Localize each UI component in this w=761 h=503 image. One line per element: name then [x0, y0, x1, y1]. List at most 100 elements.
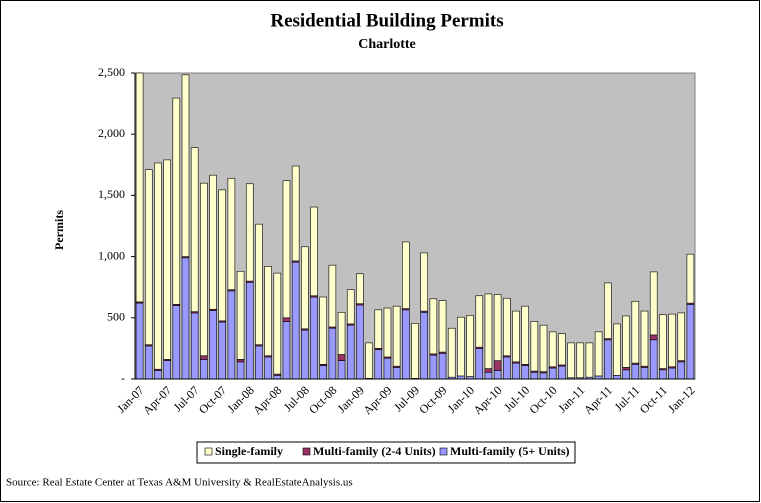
bar-segment — [200, 359, 208, 380]
bar-segment — [429, 354, 438, 380]
y-tick-label: - — [121, 371, 125, 385]
bar-segment — [181, 74, 190, 257]
bar-segment — [484, 368, 493, 373]
bar-segment — [218, 321, 227, 380]
bar-segment — [640, 310, 649, 367]
bar-segment — [356, 273, 364, 305]
bar-segment — [411, 323, 419, 379]
bar-segment — [613, 375, 621, 380]
bar-segment — [374, 349, 383, 380]
y-tick-label: 500 — [107, 310, 125, 324]
bar-segment — [227, 290, 236, 380]
bar-segment — [521, 305, 529, 365]
y-tick-label: 2,500 — [98, 65, 125, 79]
bar-segment — [649, 334, 658, 341]
legend-swatch — [302, 447, 311, 456]
legend-box — [196, 441, 576, 464]
bar-segment — [392, 367, 401, 380]
legend-label: Multi-family (2-4 Units) — [313, 444, 436, 458]
bar-segment — [337, 360, 346, 380]
bar-segment — [190, 312, 199, 380]
bar-segment — [310, 206, 318, 297]
source: Source: Real Estate Center at Texas A&M … — [6, 477, 353, 489]
bar-segment — [346, 289, 355, 325]
bar-segment — [530, 321, 539, 372]
bar-segment — [264, 266, 272, 357]
legend: Single-family Multi-family (2-4 Units) Mul… — [196, 441, 576, 464]
bar-segment — [548, 367, 557, 380]
bar-segment — [539, 324, 548, 372]
bar-segment — [163, 360, 171, 380]
bar-segment — [475, 295, 484, 348]
bar-segment — [622, 369, 630, 380]
bar-segment — [273, 272, 282, 375]
chart-subtitle: Charlotte — [358, 37, 416, 52]
y-tick-label: 2,000 — [98, 126, 125, 140]
bar-segment — [356, 304, 364, 380]
bar-segment — [291, 165, 300, 262]
bar-segment — [686, 253, 695, 304]
bar-segment — [374, 309, 383, 349]
bar-segment — [503, 356, 511, 380]
bar-segment — [530, 371, 539, 380]
bar-segment — [622, 367, 630, 371]
bar-segment — [493, 370, 502, 380]
bar-segment — [640, 367, 649, 380]
bar-segment — [236, 359, 245, 363]
bar-segment — [273, 375, 282, 380]
bar-segment — [484, 371, 493, 380]
bar-segment — [328, 327, 337, 380]
bar-segment — [622, 315, 630, 368]
bar-segment — [291, 261, 300, 380]
bar-segment — [484, 293, 493, 369]
bar-segment — [319, 296, 327, 365]
bar-segment — [346, 324, 355, 380]
bar-segment — [649, 339, 658, 380]
bar-segment — [163, 159, 171, 360]
bar-segment — [429, 298, 438, 355]
bar-segment — [631, 364, 640, 380]
bar-segment — [383, 307, 392, 358]
bar-segment — [603, 282, 612, 339]
bar-segment — [144, 169, 153, 346]
bar-segment — [649, 271, 658, 336]
bar-segment — [209, 310, 217, 380]
bar-segment — [438, 352, 447, 380]
bar-segment — [328, 264, 337, 328]
bar-segment — [402, 241, 410, 309]
bar-segment — [613, 323, 621, 376]
bar-segment — [659, 369, 667, 380]
bar-segment — [154, 162, 162, 370]
bar-segment — [558, 365, 566, 380]
bar-segment — [319, 365, 327, 380]
bar-segment — [135, 72, 144, 303]
bar-segment — [227, 177, 236, 290]
bar-segment — [402, 309, 410, 380]
bar-segment — [209, 174, 217, 310]
bar-segment — [301, 329, 309, 380]
bar-segment — [310, 296, 318, 380]
bar-segment — [282, 317, 291, 322]
bar-segment — [686, 304, 695, 380]
bar-segment — [337, 354, 346, 361]
bar-segment — [172, 97, 181, 305]
bar-segment — [245, 183, 254, 282]
bar-segment — [668, 313, 676, 368]
bar-segment — [567, 342, 575, 379]
bar-segment — [154, 370, 162, 380]
bar-segment — [190, 147, 199, 312]
bar-segment — [200, 182, 208, 357]
bar-segment — [512, 362, 520, 380]
bar-segment — [255, 345, 263, 380]
bar-segment — [677, 312, 686, 361]
bar-segment — [475, 348, 484, 380]
bar-segment — [603, 339, 612, 380]
bar-segment — [218, 189, 227, 322]
bar-segment — [255, 223, 263, 346]
bar-segment — [457, 316, 465, 377]
bar-segment — [181, 257, 190, 380]
bar-segment — [503, 297, 511, 357]
bar-segment — [539, 372, 548, 380]
bar-segment — [144, 345, 153, 380]
